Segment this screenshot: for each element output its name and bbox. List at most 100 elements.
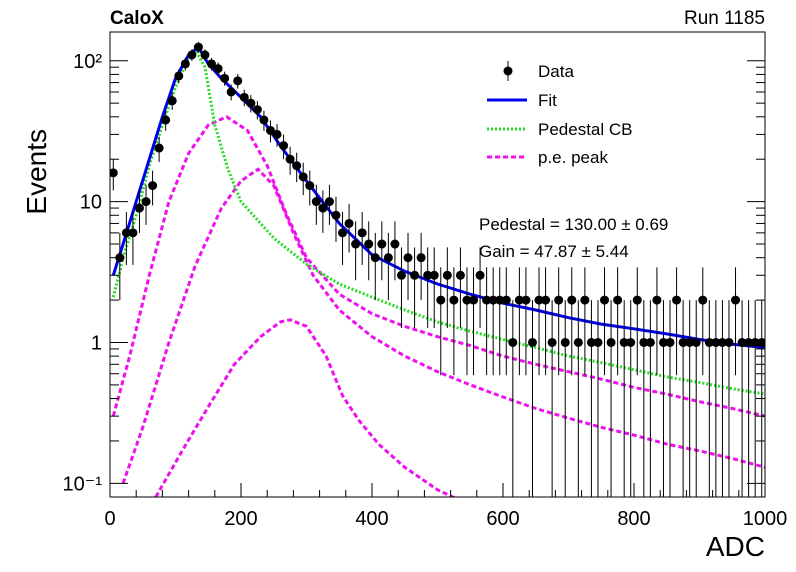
data-point [226, 84, 236, 101]
data-point-marker [423, 270, 433, 280]
data-point-marker [508, 337, 518, 347]
data-point [246, 95, 256, 113]
data-point-marker [128, 228, 138, 238]
data-point [593, 300, 603, 497]
data-point [613, 267, 623, 376]
data-point [416, 232, 426, 301]
legend-entry: Pedestal CB [487, 120, 633, 139]
data-point-marker [344, 218, 354, 228]
data-point-marker [390, 239, 400, 249]
data-point-marker [324, 197, 334, 207]
data-point-marker [115, 253, 125, 263]
data-point [220, 71, 230, 86]
data-point-marker [514, 295, 524, 305]
data-point [318, 190, 328, 233]
data-point-marker [383, 253, 393, 263]
data-point [128, 211, 138, 265]
data-point-marker [285, 154, 295, 164]
data-point [187, 49, 197, 62]
data-point [685, 300, 695, 497]
data-point [279, 134, 289, 160]
data-point [193, 41, 203, 53]
data-point [482, 267, 492, 376]
data-point-marker [698, 295, 708, 305]
data-point [383, 232, 393, 301]
data-point-marker [672, 295, 682, 305]
data-point [632, 267, 642, 376]
data-point-marker [626, 337, 636, 347]
data-point [711, 300, 721, 497]
data-point [606, 300, 616, 497]
data-point-marker [619, 337, 629, 347]
data-point-marker [272, 129, 282, 139]
data-point-marker [639, 337, 649, 347]
data-point [586, 300, 596, 497]
data-point [390, 221, 400, 281]
x-tick-label: 1000 [743, 508, 788, 530]
data-point-marker [174, 71, 184, 81]
data-point-marker [593, 337, 603, 347]
data-point-marker [731, 295, 741, 305]
data-point-marker [180, 59, 190, 69]
data-point-marker [724, 337, 734, 347]
data-point-marker [121, 228, 131, 238]
data-point-marker [200, 50, 210, 60]
data-point-marker [586, 337, 596, 347]
data-point-marker [501, 295, 511, 305]
data-point [364, 221, 374, 281]
data-point-marker [685, 337, 695, 347]
data-point-marker [220, 73, 230, 83]
data-point [475, 247, 485, 328]
data-point-marker [187, 50, 197, 60]
data-point-marker [403, 253, 413, 263]
data-point-marker [560, 337, 570, 347]
data-point [154, 136, 164, 163]
y-tick-label: 10² [73, 51, 102, 73]
x-axis-title: ADC [706, 531, 765, 562]
data-point [403, 232, 413, 301]
data-point-marker [246, 98, 256, 108]
data-point-marker [279, 141, 289, 151]
data-point [134, 190, 144, 233]
data-point-marker [704, 337, 714, 347]
data-point-marker [527, 337, 537, 347]
data-point [449, 267, 459, 376]
data-point-marker [606, 337, 616, 347]
data-point-marker [580, 295, 590, 305]
data-point [554, 267, 564, 376]
data-point [357, 211, 367, 265]
data-point [573, 300, 583, 497]
data-point-marker [193, 42, 203, 52]
data-point [265, 120, 275, 143]
data-point-marker [207, 59, 217, 69]
data-point [110, 159, 118, 191]
data-point-marker [488, 295, 498, 305]
data-point-marker [134, 203, 144, 213]
data-point-marker [652, 295, 662, 305]
data-point-marker [377, 239, 387, 249]
data-point [377, 221, 387, 281]
data-point [305, 170, 315, 206]
y-tick-label: 10 [80, 192, 102, 214]
data-point-marker [357, 228, 367, 238]
data-point-marker [318, 203, 328, 213]
data-point-marker [259, 115, 269, 125]
data-point [462, 267, 472, 376]
data-point [567, 267, 577, 376]
legend-label: Pedestal CB [538, 120, 633, 139]
y-tick-label: 1 [91, 332, 102, 354]
x-tick-label: 0 [104, 508, 115, 530]
data-point-marker [305, 181, 315, 191]
pe-peak-curve-2 [121, 167, 765, 484]
data-point-marker [167, 96, 177, 106]
data-point [285, 146, 295, 175]
data-point-marker [331, 210, 341, 220]
legend-label: Data [538, 62, 574, 81]
data-point [161, 110, 171, 131]
data-point-marker [495, 295, 505, 305]
legend-entry: Data [503, 61, 574, 81]
data-point [508, 300, 518, 497]
data-point [698, 267, 708, 376]
data-point [442, 247, 452, 328]
data-point-marker [148, 181, 158, 191]
